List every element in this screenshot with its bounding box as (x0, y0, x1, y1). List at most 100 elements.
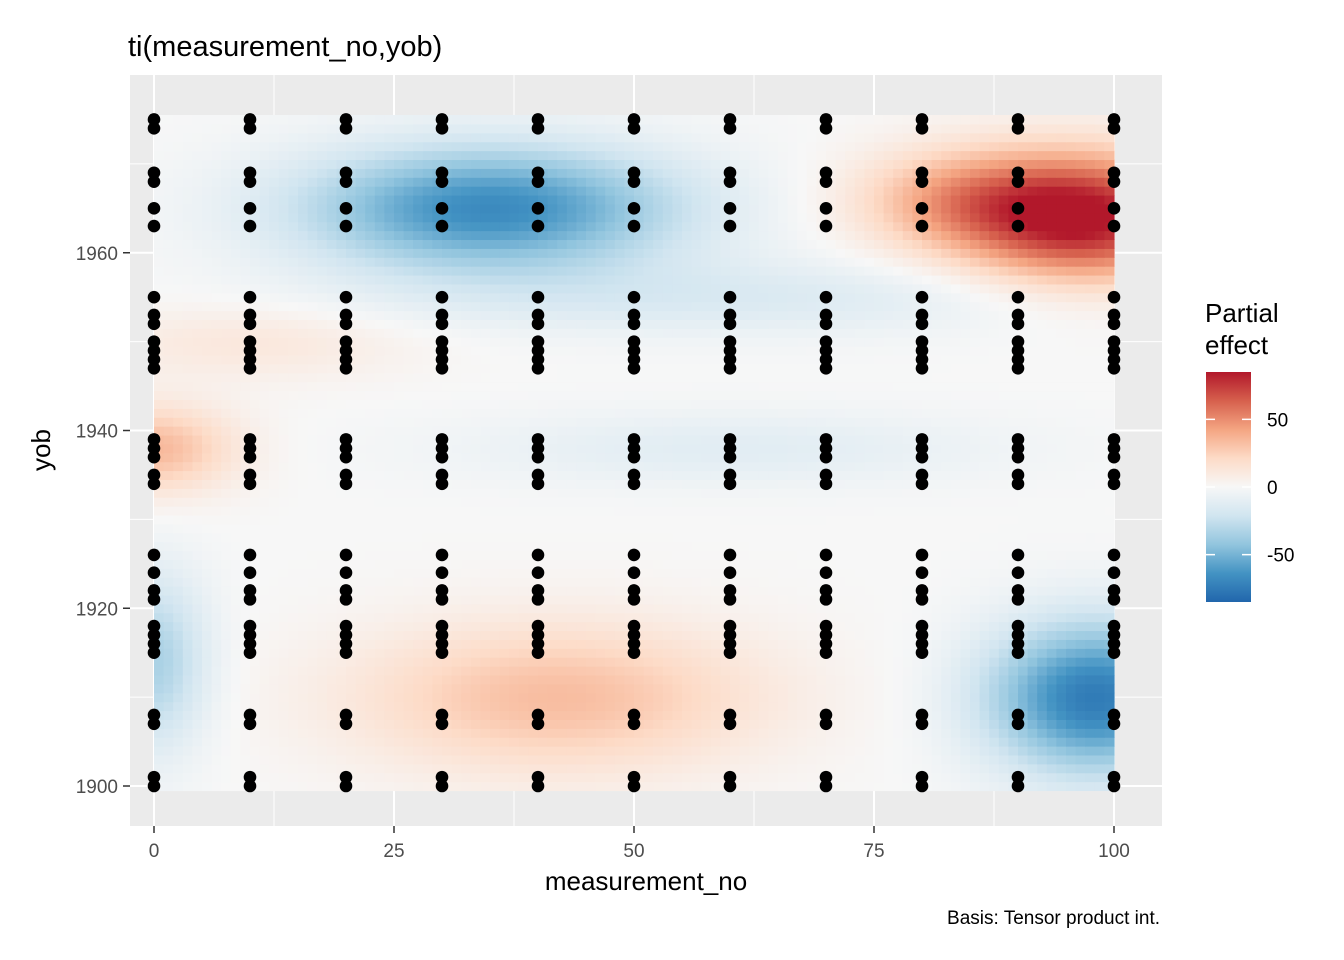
heat-tile (365, 497, 376, 507)
heat-tile (326, 408, 337, 418)
heat-tile (701, 408, 712, 418)
heat-tile (317, 577, 328, 587)
heat-tile (778, 603, 789, 614)
heat-tile (1037, 372, 1048, 383)
heat-tile (221, 514, 232, 525)
heat-tile (826, 497, 837, 507)
heat-tile (605, 372, 616, 383)
heat-tile (931, 461, 942, 472)
heat-tile (701, 701, 712, 712)
heat-tile (979, 728, 990, 738)
heat-tile (230, 354, 241, 365)
heat-tile (682, 479, 693, 489)
heat-tile (614, 372, 625, 383)
heat-tile (413, 603, 424, 614)
heat-tile (634, 683, 645, 694)
heat-tile (998, 719, 1009, 729)
heat-tile (355, 532, 366, 543)
heat-tile (998, 390, 1009, 400)
heat-tile (365, 603, 376, 614)
heat-tile (1085, 399, 1096, 409)
heat-tile (202, 426, 213, 436)
heat-tile (1094, 532, 1105, 543)
heat-tile (1046, 639, 1057, 649)
heat-tile (605, 772, 616, 783)
heat-tile (518, 737, 529, 747)
heat-tile (614, 657, 625, 667)
heat-tile (749, 381, 760, 392)
heat-tile (1037, 683, 1048, 694)
heat-tile (326, 612, 337, 623)
heat-tile (701, 399, 712, 409)
heat-tile (307, 710, 318, 720)
heat-tile (355, 612, 366, 623)
heat-tile (326, 354, 337, 365)
heat-tile (931, 506, 942, 516)
heat-tile (355, 443, 366, 454)
heat-tile (422, 683, 433, 694)
heat-tile (624, 461, 635, 472)
heat-tile (1027, 568, 1038, 578)
heat-tile (931, 639, 942, 649)
heat-tile (211, 568, 222, 578)
heat-tile (288, 417, 299, 427)
heat-tile (643, 434, 654, 445)
heat-tile (442, 754, 453, 765)
heat-tile (816, 763, 827, 774)
heat-tile (758, 674, 769, 685)
heat-tile (480, 666, 491, 676)
heat-tile (998, 754, 1009, 765)
heat-tile (998, 532, 1009, 543)
heat-tile (768, 399, 779, 409)
heat-tile (653, 434, 664, 445)
heat-tile (614, 568, 625, 578)
heat-tile (864, 550, 875, 560)
heat-tile (355, 346, 366, 356)
heat-tile (797, 550, 808, 560)
heat-tile (451, 434, 462, 445)
heat-tile (902, 452, 913, 463)
heat-tile (614, 586, 625, 596)
heat-tile (931, 541, 942, 552)
heat-tile (845, 363, 856, 374)
heat-tile (710, 488, 721, 498)
heat-tile (259, 594, 270, 605)
heat-tile (835, 390, 846, 400)
heat-tile (960, 666, 971, 676)
heat-tile (547, 541, 558, 552)
heat-tile (854, 772, 865, 783)
heat-tile (538, 559, 549, 569)
heat-tile (758, 701, 769, 712)
heat-tile (566, 434, 577, 445)
heat-tile (701, 612, 712, 623)
heat-tile (422, 692, 433, 703)
heat-tile (979, 666, 990, 676)
heat-tile (941, 452, 952, 463)
heat-tile (998, 514, 1009, 525)
heat-tile (288, 390, 299, 400)
heat-tile (403, 381, 414, 392)
heat-tile (682, 372, 693, 383)
heat-tile (230, 772, 241, 783)
heat-tile (806, 772, 817, 783)
heat-tile (768, 577, 779, 587)
heat-tile (384, 630, 395, 640)
heat-tile (509, 372, 520, 383)
heat-tile (355, 754, 366, 765)
heat-tile (461, 452, 472, 463)
heat-tile (701, 763, 712, 774)
heat-tile (778, 390, 789, 400)
heat-tile (941, 506, 952, 516)
heat-tile (797, 408, 808, 418)
heat-tile (518, 612, 529, 623)
heat-tile (1075, 426, 1086, 436)
heat-tile (806, 692, 817, 703)
heat-tile (394, 497, 405, 507)
heat-tile (778, 408, 789, 418)
heat-tile (1056, 479, 1067, 489)
heat-tile (643, 603, 654, 614)
heat-tile (1056, 728, 1067, 738)
heat-tile (154, 728, 165, 738)
heat-tile (806, 479, 817, 489)
heat-tile (384, 372, 395, 383)
